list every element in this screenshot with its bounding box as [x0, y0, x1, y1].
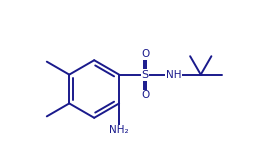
Text: NH: NH [166, 70, 181, 80]
Text: O: O [141, 49, 149, 59]
Text: S: S [141, 70, 149, 80]
Text: O: O [141, 90, 149, 100]
Text: NH₂: NH₂ [109, 125, 129, 135]
